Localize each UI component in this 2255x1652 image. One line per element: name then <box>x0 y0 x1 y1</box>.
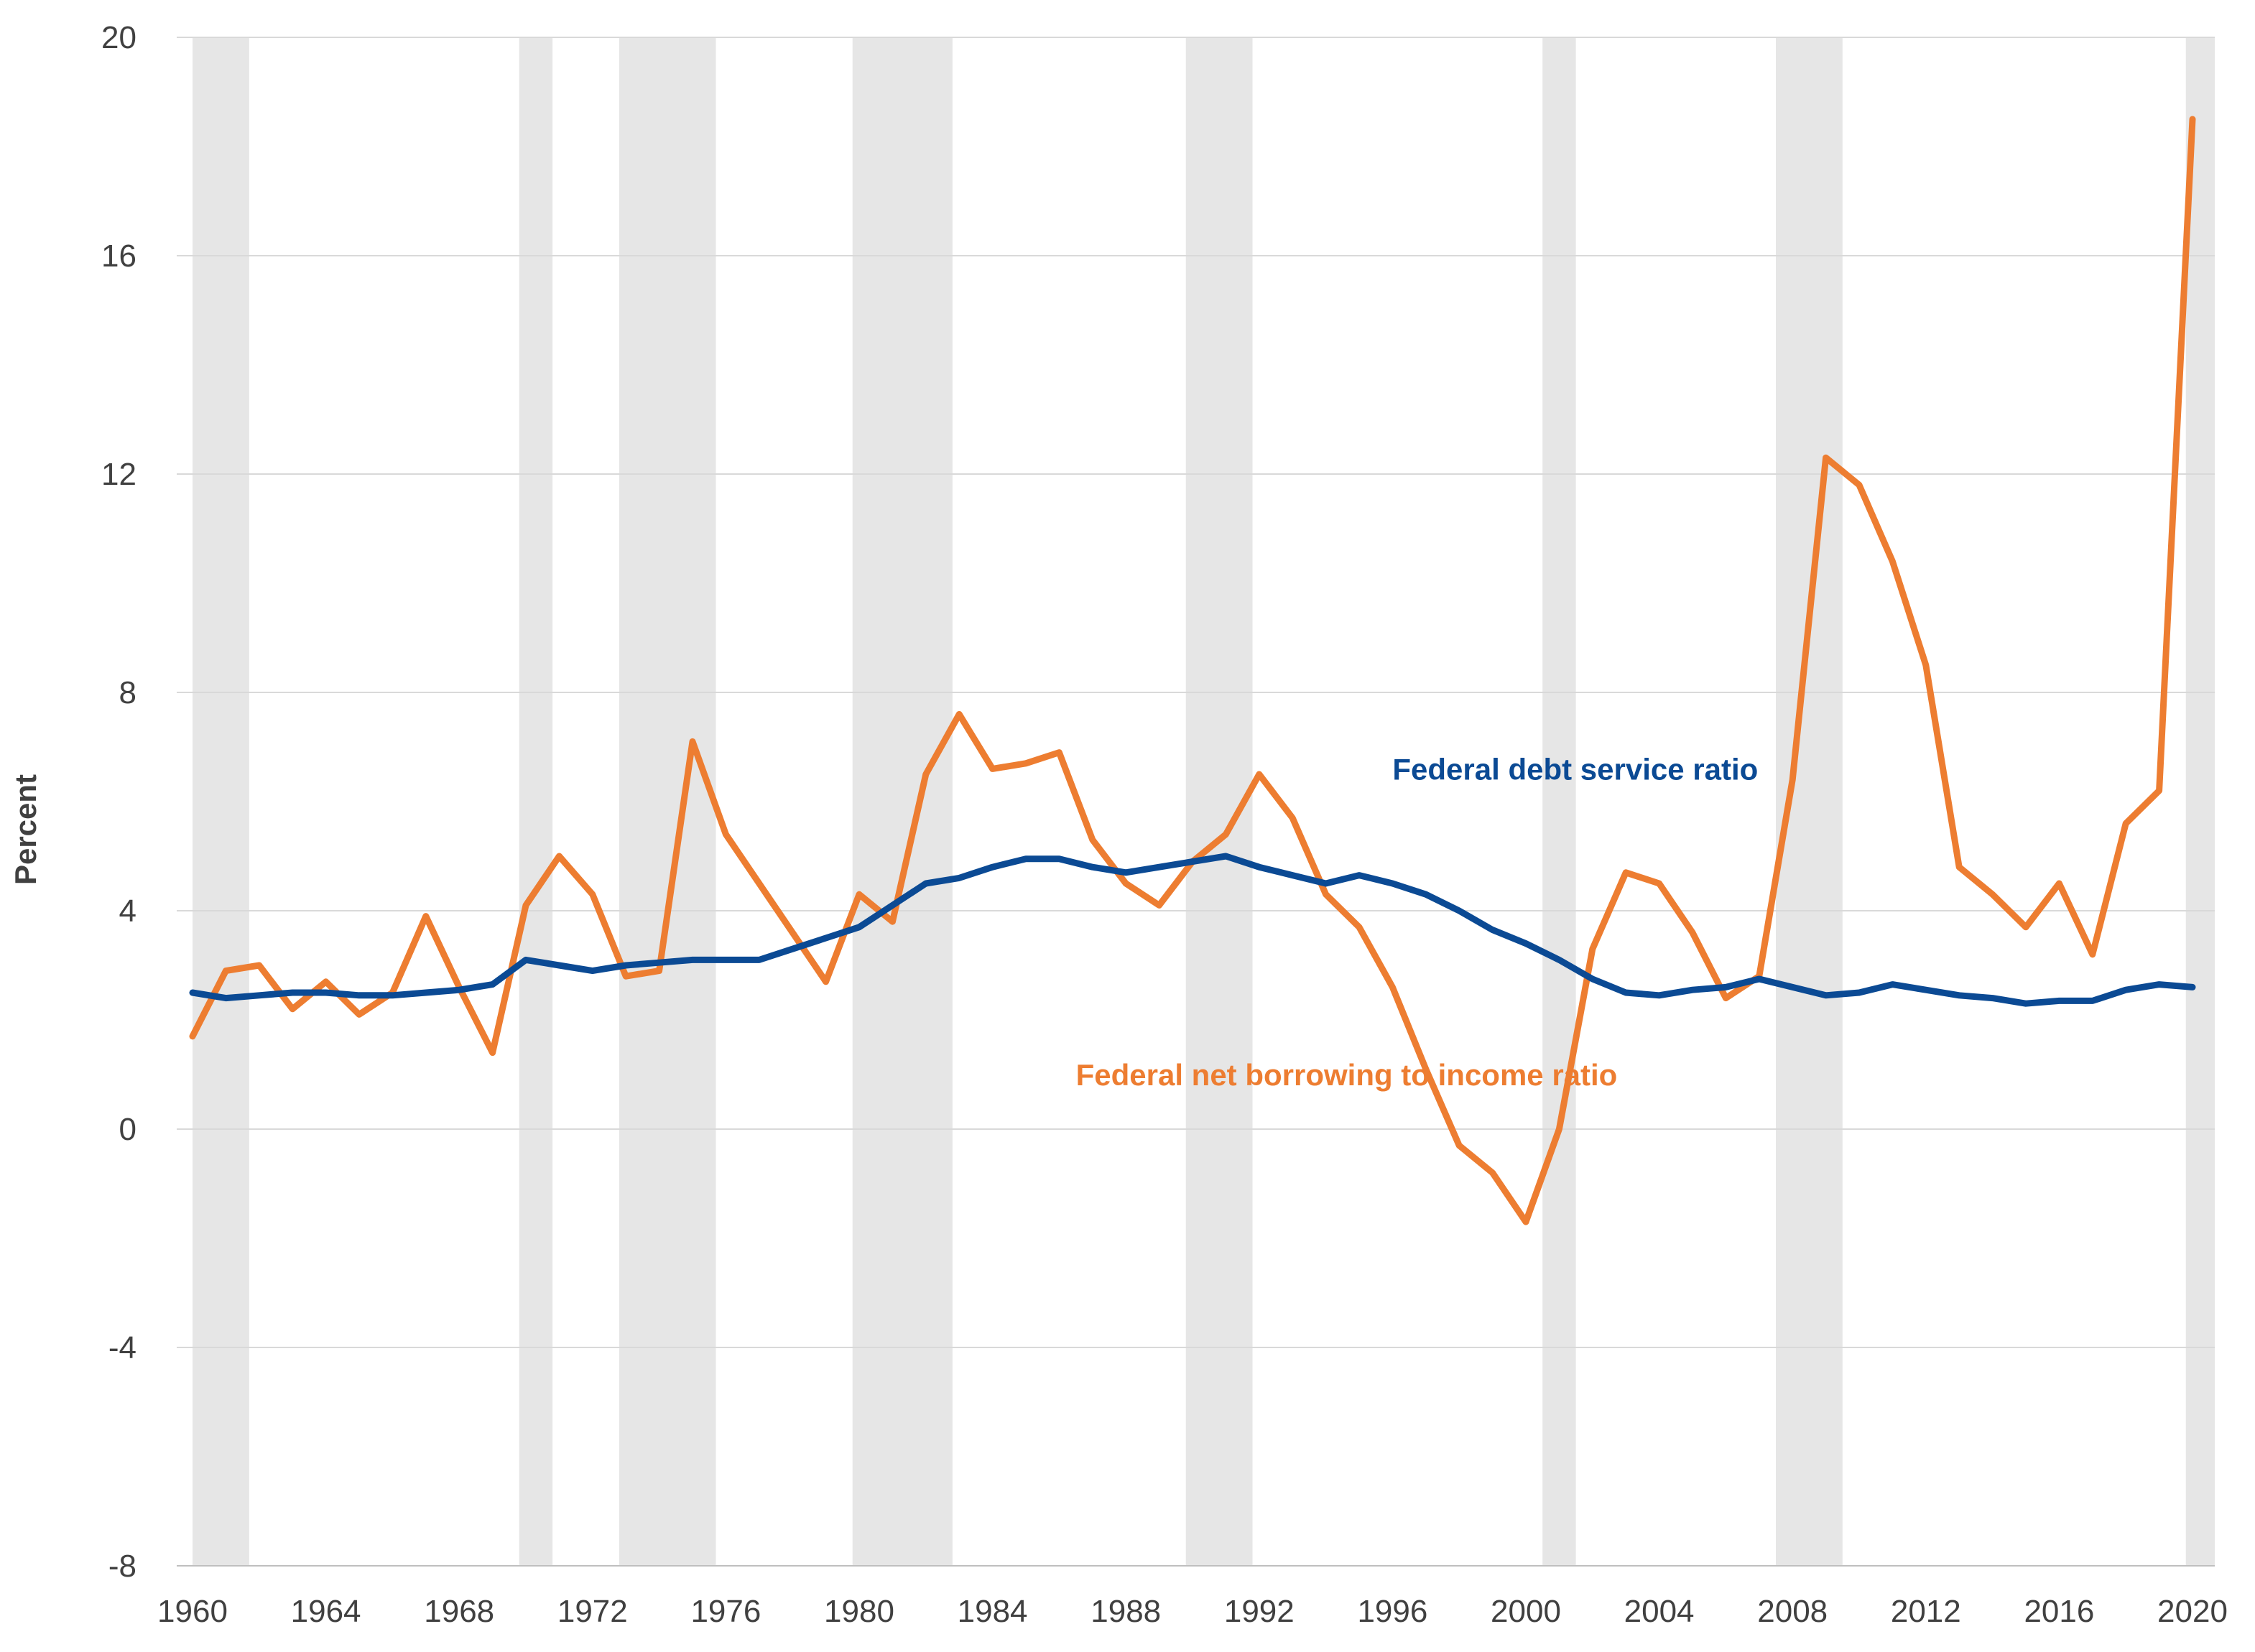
x-tick-label: 1968 <box>424 1594 494 1629</box>
recession-band <box>619 37 716 1566</box>
x-tick-label: 1980 <box>824 1594 894 1629</box>
series-line-debt-service <box>189 853 2196 1007</box>
y-tick-label: 4 <box>119 894 136 929</box>
x-tick-label: 1972 <box>557 1594 628 1629</box>
x-tick-label: 1976 <box>690 1594 761 1629</box>
x-tick-label: 2016 <box>2024 1594 2094 1629</box>
x-tick-label: 2020 <box>2157 1594 2228 1629</box>
x-axis-ticks: 1960 1964 1968 1972 1976 1980 1984 1988 1992 1996… <box>157 1594 2228 1629</box>
x-tick-label: 2008 <box>1757 1594 1828 1629</box>
recession-band <box>1542 37 1576 1566</box>
x-tick-label: 2000 <box>1491 1594 1561 1629</box>
y-axis-title: Percent <box>9 774 42 885</box>
recession-band <box>519 37 553 1566</box>
x-tick-label: 2012 <box>1891 1594 1961 1629</box>
x-tick-label: 1984 <box>958 1594 1028 1629</box>
x-tick-label: 1964 <box>291 1594 361 1629</box>
y-tick-label: 16 <box>101 238 136 274</box>
x-tick-label: 1992 <box>1224 1594 1295 1629</box>
series-annotation-label: Federal net borrowing to income ratio <box>1076 1058 1618 1092</box>
recession-band <box>852 37 953 1566</box>
y-tick-label: 12 <box>101 457 136 492</box>
recession-band <box>2185 37 2215 1566</box>
x-tick-label: 1988 <box>1091 1594 1161 1629</box>
recession-shading-group <box>193 37 2215 1566</box>
series-annotation-label: Federal debt service ratio <box>1392 753 1758 786</box>
y-tick-label: 20 <box>101 20 136 55</box>
y-tick-label: -4 <box>108 1330 136 1365</box>
series-group <box>189 116 2196 1225</box>
y-axis-ticks: -8 -4 0 4 8 12 16 20 <box>101 20 136 1584</box>
y-tick-label: -8 <box>108 1549 136 1584</box>
x-tick-label: 2004 <box>1624 1594 1695 1629</box>
y-tick-label: 0 <box>119 1112 136 1147</box>
x-tick-label: 1960 <box>157 1594 228 1629</box>
recession-band <box>193 37 249 1566</box>
x-tick-label: 1996 <box>1357 1594 1427 1629</box>
annotations-group: Federal debt service ratio Federal net bo… <box>1076 753 1759 1092</box>
y-tick-label: 8 <box>119 675 136 710</box>
gridlines-group <box>177 37 2215 1567</box>
